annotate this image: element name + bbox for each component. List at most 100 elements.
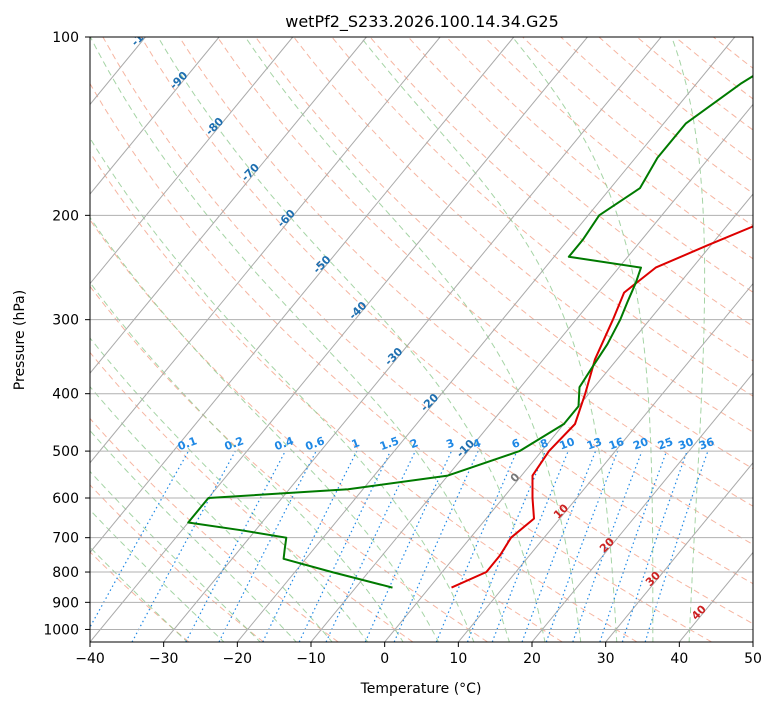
y-tick-label: 900 — [52, 595, 79, 611]
mixing-ratio-label: 0.2 — [223, 434, 246, 453]
y-tick-label: 400 — [52, 387, 79, 403]
plot-area: -100-90-80-70-60-50-40-30-20-10010203040… — [0, 20, 753, 642]
moist-adiabat — [90, 37, 510, 642]
dry-adiabat — [713, 37, 753, 69]
mixing-ratio-label: 0.6 — [304, 434, 327, 453]
mixing-ratio-line — [131, 450, 236, 642]
dry-adiabat — [90, 551, 190, 642]
x-tick-label: 0 — [380, 651, 389, 667]
dry-adiabat — [178, 37, 753, 546]
x-tick-label: 50 — [744, 651, 762, 667]
y-axis: 1000 900 800 700 600 500 400 300 200 100 — [43, 30, 90, 638]
isotherm-line — [605, 462, 753, 642]
mixing-ratio-line — [644, 450, 709, 642]
dry-adiabat — [293, 37, 753, 433]
isotherm-line — [90, 37, 367, 375]
dry-adiabats — [90, 37, 753, 642]
isotherm-line — [0, 37, 72, 642]
isotherm-label: -60 — [275, 207, 298, 230]
isotherm-line — [384, 193, 753, 642]
moist-adiabat — [244, 37, 582, 642]
isotherm-line — [90, 37, 515, 554]
y-tick-label: 200 — [52, 208, 79, 224]
moist-adiabat — [671, 37, 706, 642]
moist-adiabats — [90, 37, 706, 642]
isotherm-label: -40 — [346, 299, 369, 322]
mixing-ratio-label: 30 — [676, 435, 695, 453]
profile-series — [187, 74, 753, 589]
x-tick-label: 10 — [449, 651, 467, 667]
mixing-ratio-line — [298, 450, 392, 642]
y-tick-label: 600 — [52, 491, 79, 507]
isotherm-line — [457, 282, 753, 642]
isotherm-line — [90, 37, 588, 642]
dry-adiabat — [90, 351, 414, 642]
x-axis-label: Temperature (°C) — [360, 681, 482, 697]
moist-adiabat — [90, 337, 369, 642]
mixing-ratio-label: 1 — [350, 436, 362, 451]
mixing-ratio-line — [185, 450, 286, 642]
moist-adiabat — [90, 281, 404, 642]
isotherm-label: -20 — [418, 391, 441, 414]
dry-adiabat — [560, 37, 753, 194]
isotherm-line — [310, 103, 753, 642]
moist-adiabat — [90, 546, 189, 642]
y-tick-label: 800 — [52, 565, 79, 581]
isotherm-label: 0 — [508, 470, 523, 485]
dry-adiabat — [751, 37, 753, 39]
dry-adiabat — [216, 37, 753, 507]
moist-adiabat — [90, 216, 440, 642]
mixing-ratio-labels: 0.1 0.2 0.4 0.6 1 1.5 2 3 4 6 8 10 13 16 20 25 30 36 — [176, 434, 716, 453]
mixing-ratio-label: 0.4 — [273, 434, 296, 453]
isotherm-label: -50 — [310, 253, 333, 276]
x-tick-label: 30 — [597, 651, 615, 667]
moist-adiabat — [512, 37, 654, 642]
isotherm-label: 40 — [689, 602, 709, 622]
moist-adiabat — [360, 37, 618, 642]
moist-adiabat — [90, 137, 475, 642]
dry-adiabat — [90, 285, 488, 642]
dry-adiabat — [522, 37, 753, 227]
dry-adiabat — [90, 219, 563, 642]
dry-adiabat — [90, 82, 712, 642]
mixing-ratio-label: 8 — [538, 436, 550, 451]
isotherm-line — [163, 37, 662, 642]
isotherm-label: -90 — [167, 69, 190, 92]
isotherm-line — [90, 37, 441, 464]
skewed-isotherms — [0, 37, 753, 642]
y-tick-label: 500 — [52, 444, 79, 460]
plot-frame — [89, 36, 754, 643]
x-axis: −40 −30 −20 −10 0 10 20 30 40 50 — [75, 642, 762, 667]
dry-adiabat — [331, 37, 753, 397]
mixing-ratio-label: 13 — [585, 435, 604, 452]
y-tick-label: 700 — [52, 531, 79, 547]
moist-adiabat — [90, 509, 225, 642]
dewpoint-line — [187, 74, 753, 589]
y-tick-label: 100 — [52, 30, 79, 46]
isotherm-line — [90, 37, 294, 285]
isotherm-label: -100 — [129, 20, 158, 49]
mixing-ratio-label: 20 — [631, 435, 650, 453]
pressure-gridlines — [90, 37, 753, 630]
x-tick-label: −30 — [149, 651, 179, 667]
y-axis-label: Pressure (hPa) — [12, 290, 28, 390]
mixing-ratio-line — [599, 450, 668, 642]
x-tick-label: 40 — [670, 651, 688, 667]
mixing-ratio-label: 6 — [510, 436, 522, 451]
isotherm-line — [90, 37, 220, 195]
moist-adiabat — [90, 385, 333, 642]
dry-adiabat — [598, 37, 753, 163]
mixing-ratio-line — [621, 450, 688, 642]
mixing-ratio-label: 25 — [656, 435, 675, 452]
dry-adiabat — [90, 151, 638, 642]
mixing-ratio-line — [262, 450, 358, 642]
mixing-ratio-line — [521, 450, 597, 642]
mixing-ratio-label: 10 — [558, 435, 577, 453]
mixing-ratio-label: 36 — [697, 435, 716, 453]
dry-adiabat — [90, 484, 264, 642]
isotherm-label: -30 — [382, 345, 405, 368]
moist-adiabat — [157, 37, 546, 642]
temperature-line — [451, 225, 753, 589]
mixing-ratio-label: 1.5 — [378, 434, 401, 453]
